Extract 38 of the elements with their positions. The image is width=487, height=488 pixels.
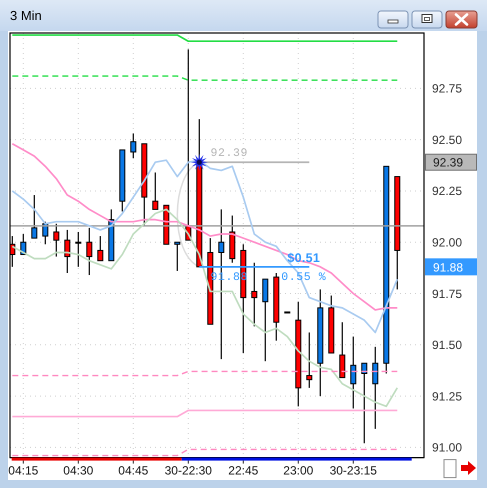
x-tick-label: 30-22:30 (164, 464, 212, 478)
x-tick-label: 04:45 (118, 464, 149, 478)
line-series (11, 142, 398, 311)
candlestick (372, 346, 378, 430)
candlestick (262, 278, 268, 362)
x-tick-label: 04:30 (63, 464, 94, 478)
candlestick (31, 194, 38, 239)
y-tick-label: 91.25 (432, 389, 462, 404)
candlestick (339, 322, 346, 378)
candlestick (174, 242, 180, 272)
y-tick-label: 91.00 (432, 440, 462, 455)
y-tick-label: 92.75 (432, 82, 462, 96)
candlestick (350, 336, 356, 409)
chart-title: 3 Min (10, 8, 42, 23)
annotation: 0.55 % (281, 270, 326, 284)
x-tick-label: 04:15 (8, 464, 39, 478)
text: 92.39 (433, 156, 464, 170)
candlestick (306, 332, 312, 388)
candlestick (97, 235, 104, 262)
y-tick-label: 92.25 (432, 184, 462, 198)
y-tick-label: 91.75 (432, 286, 462, 301)
y-tick-label: 91.50 (432, 338, 462, 352)
x-tick-label: 23:00 (283, 464, 314, 478)
candlestick (53, 223, 60, 258)
x-tick-label: 22:45 (228, 464, 259, 478)
text: 91.88 (433, 260, 464, 274)
line-series (11, 208, 398, 408)
candlestick (251, 262, 258, 327)
candlestick (361, 362, 368, 444)
x-tick-label: 30-23:15 (330, 464, 378, 478)
y-tick-label: 92.00 (432, 235, 462, 250)
candlestick (130, 132, 136, 159)
data-label: 92.39 (210, 147, 248, 160)
y-tick-label: 92.50 (432, 132, 462, 147)
candlestick (64, 229, 70, 274)
candlestick (75, 231, 82, 268)
candlestick (86, 227, 92, 276)
candlestick (152, 172, 158, 210)
